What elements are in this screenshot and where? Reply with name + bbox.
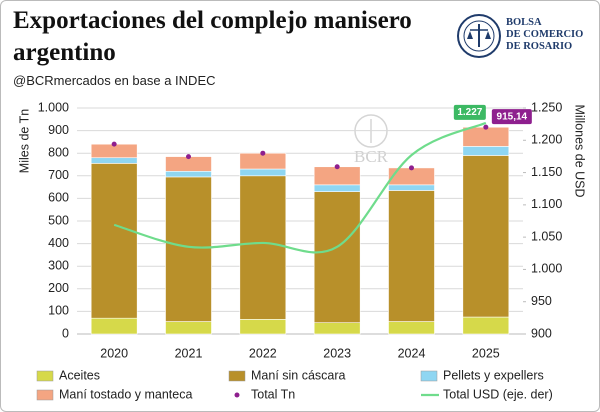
bar-segment — [239, 175, 287, 320]
watermark: BCR — [354, 114, 389, 166]
bar-segment — [388, 190, 435, 322]
bar-segment — [313, 184, 361, 192]
legend-label: Maní sin cáscara — [251, 368, 346, 382]
y2-tick-label: 1.200 — [531, 133, 562, 147]
y-tick-label: 200 — [48, 281, 69, 295]
legend-label: Pellets y expellers — [443, 368, 544, 382]
legend-label: Maní tostado y manteca — [59, 387, 192, 401]
bar-segment — [165, 176, 212, 322]
total-dot — [111, 141, 117, 147]
y2-tick-label: 950 — [531, 294, 552, 308]
value-label-box — [491, 109, 532, 125]
bar-segment — [462, 126, 510, 147]
legend-swatch — [36, 370, 54, 382]
y-tick-label: 700 — [48, 168, 69, 182]
bar-segment — [313, 322, 361, 335]
legend-label: Aceites — [59, 368, 100, 382]
y2-axis-title: Millones de USD — [573, 104, 587, 197]
x-tick-label: 2024 — [398, 346, 426, 360]
value-label-box — [453, 104, 486, 120]
y-tick-label: 900 — [48, 123, 69, 137]
y-tick-label: 600 — [48, 191, 69, 205]
bar-segment — [388, 321, 435, 335]
bar-segment — [462, 155, 510, 318]
y-tick-label: 800 — [48, 145, 69, 159]
legend-swatch — [234, 392, 240, 398]
total-dot — [334, 164, 340, 170]
y-tick-label: 400 — [48, 236, 69, 250]
y2-tick-label: 1.150 — [531, 165, 562, 179]
logo-text: BOLSA DE COMERCIO DE ROSARIO — [506, 17, 583, 53]
y-tick-label: 0 — [62, 326, 69, 340]
x-tick-label: 2025 — [472, 346, 500, 360]
total-dot — [483, 124, 489, 130]
y2-tick-label: 1.250 — [531, 100, 562, 114]
legend-swatch — [228, 370, 246, 382]
y2-tick-label: 1.000 — [531, 262, 562, 276]
x-tick-label: 2021 — [175, 346, 203, 360]
y2-tick-label: 900 — [531, 326, 552, 340]
bar-segment — [462, 316, 510, 335]
total-dot — [186, 154, 191, 160]
bar-segment — [388, 167, 435, 186]
logo: BOLSA DE COMERCIO DE ROSARIO — [456, 13, 596, 61]
total-dot — [260, 150, 266, 156]
bar-segment — [165, 170, 212, 178]
x-tick-label: 2020 — [100, 346, 128, 360]
bar-segment — [90, 163, 138, 319]
y-tick-label: 100 — [48, 304, 69, 318]
x-tick-label: 2022 — [249, 346, 277, 360]
value-label: 915,14 — [497, 111, 528, 122]
legend-label: Total Tn — [251, 387, 295, 401]
watermark-text: BCR — [354, 147, 389, 166]
bar-segment — [90, 317, 138, 335]
y-tick-label: 1.000 — [38, 100, 69, 114]
total-dot — [409, 165, 414, 171]
usd-line — [113, 121, 487, 254]
legend-swatch — [36, 389, 54, 401]
logo-line: DE ROSARIO — [506, 41, 573, 52]
value-label: 1.227 — [457, 107, 482, 118]
bar-segment — [239, 319, 287, 335]
bar-segment — [388, 184, 435, 191]
legend-swatch — [420, 370, 438, 382]
bar-segment — [313, 166, 361, 186]
x-tick-label: 2023 — [323, 346, 351, 360]
bar-segment — [462, 146, 510, 156]
y2-tick-label: 1.100 — [531, 197, 562, 211]
y-axis-title: Miles de Tn — [17, 109, 31, 173]
logo-line: BOLSA — [506, 17, 542, 28]
y-tick-label: 500 — [48, 213, 69, 227]
y2-tick-label: 1.050 — [531, 229, 562, 243]
y-tick-label: 300 — [48, 258, 69, 272]
bar-segment — [239, 168, 287, 177]
bar-segment — [313, 191, 361, 323]
bar-segment — [165, 321, 212, 335]
subtitle: @BCRmercados en base a INDEC — [13, 73, 216, 88]
logo-line: DE COMERCIO — [506, 29, 584, 40]
legend-label: Total USD (eje. der) — [443, 387, 553, 401]
bar-segment — [90, 157, 138, 164]
title: Exportaciones del complejo manisero arge… — [13, 7, 412, 66]
logo-emblem — [457, 14, 501, 58]
